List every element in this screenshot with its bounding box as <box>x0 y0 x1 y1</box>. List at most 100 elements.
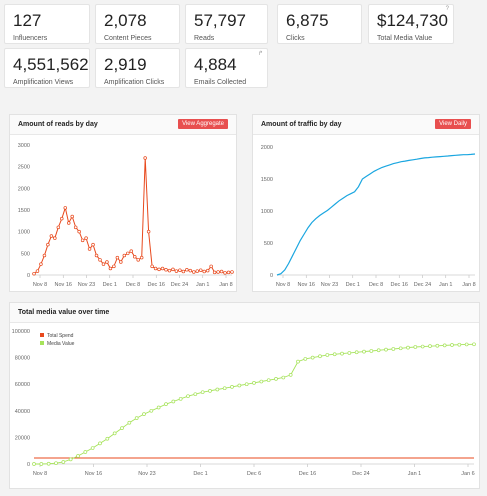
x-tick-label: Nov 16 <box>55 282 72 288</box>
stat-card-clicks: 6,875 Clicks <box>277 4 362 44</box>
data-point <box>68 457 73 462</box>
data-point <box>53 236 57 240</box>
data-point <box>391 347 396 351</box>
y-tick-label: 0 <box>270 273 273 279</box>
data-point <box>108 266 113 271</box>
data-point <box>39 462 44 466</box>
data-point <box>178 268 182 272</box>
data-point <box>193 392 198 397</box>
data-point <box>91 242 95 247</box>
y-tick-label: 20000 <box>15 435 30 441</box>
y-tick-label: 500 <box>264 241 273 247</box>
data-point <box>115 255 120 260</box>
y-tick-label: 1500 <box>261 177 273 183</box>
data-point <box>119 260 123 264</box>
data-point <box>32 462 36 466</box>
data-point <box>153 266 158 271</box>
stat-label: Clicks <box>286 35 305 42</box>
x-tick-label: Nov 23 <box>321 282 338 288</box>
view-aggregate-button[interactable]: View Aggregate <box>178 119 228 129</box>
stat-label: Reads <box>194 35 215 42</box>
data-point <box>347 351 352 355</box>
data-point <box>90 446 95 450</box>
stat-label: Amplification Views <box>13 79 74 86</box>
media-value-chart: 0 20000 40000 60000 80000 100000 Nov 8 Nov 16 No… <box>12 329 476 477</box>
x-tick-label: Jan 1 <box>196 282 209 288</box>
data-point <box>61 460 66 464</box>
data-point <box>212 270 217 275</box>
data-point <box>369 349 374 353</box>
data-point <box>127 420 132 425</box>
data-point <box>318 354 322 359</box>
data-point <box>56 225 61 230</box>
data-point <box>126 251 130 256</box>
data-point <box>181 269 186 274</box>
y-tick-label: 1500 <box>18 208 30 214</box>
data-point <box>164 268 168 272</box>
data-point <box>139 255 144 260</box>
data-point <box>202 269 206 274</box>
stat-value: 2,919 <box>104 55 147 74</box>
data-point <box>66 221 71 225</box>
y-tick-label: 1000 <box>261 209 273 215</box>
traffic-chart-panel: Amount of traffic by day View Daily 0 500… <box>252 114 480 292</box>
stat-card-reads: 57,797 Reads <box>185 4 268 44</box>
data-point <box>230 385 234 389</box>
data-point <box>98 441 102 446</box>
view-daily-button[interactable]: View Daily <box>435 119 471 129</box>
x-tick-label: Dec 1 <box>103 282 117 288</box>
x-tick-label: Jan 1 <box>408 471 421 477</box>
x-tick-label: Dec 16 <box>148 282 165 288</box>
x-tick-label: Nov 8 <box>276 282 290 288</box>
data-point <box>188 268 193 273</box>
x-tick-label: Dec 16 <box>299 471 316 477</box>
data-point <box>237 383 242 388</box>
data-point <box>73 225 78 230</box>
x-tick-label: Nov 16 <box>298 282 315 288</box>
data-point <box>164 402 168 407</box>
data-point <box>435 343 440 348</box>
data-point <box>84 236 88 240</box>
data-point <box>186 394 190 399</box>
data-point <box>83 450 88 454</box>
data-point <box>35 269 40 273</box>
y-tick-label: 500 <box>21 251 30 257</box>
data-point <box>112 264 116 269</box>
traffic-chart: 0 500 1000 1500 2000 Nov 8 Nov 16 Nov 23 Dec 1 De… <box>261 145 476 288</box>
data-point <box>105 436 110 441</box>
data-point <box>46 461 51 466</box>
stat-label: Total Media Value <box>377 35 433 42</box>
data-point <box>332 352 337 357</box>
x-tick-label: Dec 24 <box>352 471 369 477</box>
data-point <box>94 253 99 258</box>
stat-card-influencers: 127 Influencers <box>4 4 90 44</box>
data-point <box>266 378 271 383</box>
x-tick-label: Dec 6 <box>247 471 261 477</box>
data-point <box>171 399 176 404</box>
chart-title: Amount of reads by day <box>18 121 98 128</box>
data-point <box>77 229 81 234</box>
legend-swatch <box>40 341 44 345</box>
stat-card-amplification-clicks: 2,919 Amplification Clicks <box>95 48 180 88</box>
data-point <box>209 264 213 269</box>
data-point <box>70 214 74 219</box>
data-point <box>122 253 127 258</box>
data-point <box>219 269 224 274</box>
data-point <box>223 271 227 275</box>
help-icon[interactable]: ? <box>445 6 449 12</box>
stat-label: Emails Collected <box>194 79 247 86</box>
x-tick-label: Nov 8 <box>33 471 47 477</box>
chart-title: Amount of traffic by day <box>261 121 342 128</box>
share-icon[interactable]: ↱ <box>257 51 263 57</box>
data-point <box>376 348 381 353</box>
data-point <box>413 345 418 349</box>
data-point <box>215 387 220 392</box>
data-point <box>42 253 47 258</box>
data-point <box>362 349 366 354</box>
data-point <box>143 156 147 160</box>
media-value-chart-panel: Total media value over time 0 20000 40000 6… <box>9 302 480 489</box>
y-tick-label: 100000 <box>12 329 30 335</box>
data-point <box>205 268 210 273</box>
stat-value: 4,884 <box>194 55 237 74</box>
data-point <box>171 267 175 272</box>
